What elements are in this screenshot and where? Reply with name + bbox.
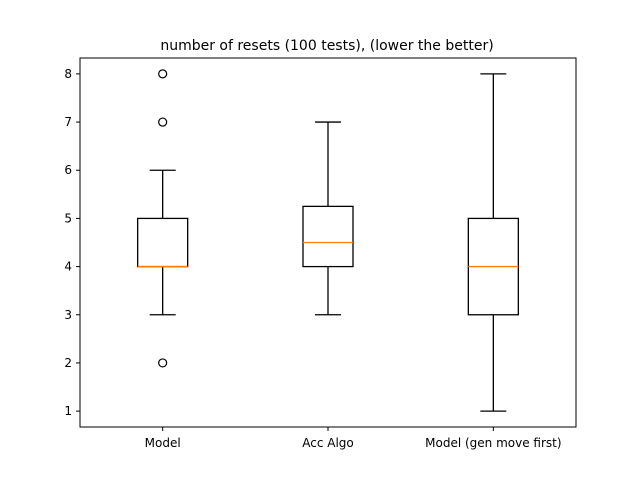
y-tick-label-6: 6: [64, 163, 72, 177]
y-tick-label-7: 7: [64, 115, 72, 129]
x-tick-label-1: Model: [145, 436, 181, 450]
box-2-iqr-box: [302, 205, 354, 268]
y-tick-label-8: 8: [64, 67, 72, 81]
x-tick-label-3: Model (gen move first): [425, 436, 561, 450]
plot-area: 1 2 3 4 5 6 7 8 Model Acc Algo Model (gen move fir…: [64, 57, 577, 450]
box-1-flier-1: [158, 358, 168, 368]
y-tick-label-2: 2: [64, 356, 72, 370]
y-tick-label-3: 3: [64, 308, 72, 322]
y-tick-label-4: 4: [64, 260, 72, 274]
box-1-flier-2: [158, 117, 168, 127]
chart-title: number of resets (100 tests), (lower the…: [160, 38, 493, 54]
y-tick-label-1: 1: [64, 404, 72, 418]
y-tick-label-5: 5: [64, 211, 72, 225]
x-tick-label-2: Acc Algo: [302, 436, 354, 450]
box-1-flier-3: [158, 69, 168, 79]
